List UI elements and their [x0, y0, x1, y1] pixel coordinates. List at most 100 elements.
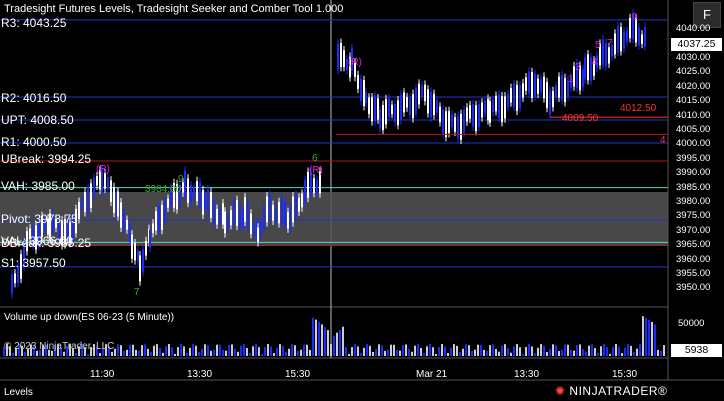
price-bar — [354, 62, 356, 77]
volume-bar — [150, 351, 152, 356]
tab-levels[interactable]: Levels — [4, 387, 33, 398]
volume-bar — [228, 345, 230, 356]
volume-bar — [501, 345, 503, 356]
price-bar — [522, 83, 524, 98]
price-bar — [230, 210, 232, 226]
price-bar — [349, 56, 351, 78]
volume-bar — [375, 348, 377, 356]
volume-bar — [630, 345, 632, 356]
volume-bar — [168, 344, 170, 356]
price-bar — [365, 92, 367, 104]
price-bar — [263, 206, 265, 229]
price-bar — [564, 77, 566, 103]
level-label-pivot: Pivot: 3973.75 — [1, 212, 78, 226]
volume-bar — [234, 348, 236, 356]
volume-bar — [597, 352, 599, 356]
volume-bar — [180, 344, 182, 356]
price-bar — [614, 33, 616, 55]
price-bar — [207, 189, 209, 212]
price-bar — [593, 60, 595, 76]
price-bar — [507, 93, 509, 108]
volume-bar — [450, 347, 452, 356]
volume-bar — [30, 344, 32, 356]
volume-bar — [639, 344, 641, 356]
price-bar — [176, 184, 178, 210]
price-bar — [72, 216, 74, 243]
volume-bar — [660, 350, 662, 356]
price-bar — [152, 223, 154, 233]
price-bar — [567, 80, 569, 98]
volume-bar — [504, 344, 506, 356]
price-bar — [250, 213, 252, 235]
price-bar — [242, 211, 244, 226]
volume-bar — [570, 349, 572, 356]
volume-bar — [273, 353, 275, 356]
volume-bar — [258, 347, 260, 356]
price-bar — [20, 254, 22, 279]
volume-bar — [6, 344, 8, 356]
signal-price-label: 4012.50 — [620, 103, 657, 114]
price-bar — [142, 249, 144, 273]
price-axis-tick: 4030.00 — [676, 52, 711, 64]
volume-panel-title: Volume up down(ES 06-23 (5 Minute)) — [4, 312, 175, 323]
volume-bar — [198, 351, 200, 356]
price-bar — [236, 199, 238, 226]
volume-bar — [615, 344, 617, 356]
volume-bar — [327, 330, 329, 356]
price-bar — [415, 88, 417, 114]
price-bar — [454, 117, 456, 132]
price-bar — [487, 98, 489, 121]
price-bar — [463, 110, 465, 133]
price-bar — [14, 273, 16, 284]
volume-bar — [384, 350, 386, 356]
price-bar — [343, 50, 345, 67]
price-bar — [41, 216, 43, 237]
fullscreen-button[interactable]: F — [693, 2, 721, 28]
volume-bar — [243, 344, 245, 356]
price-bar — [543, 76, 545, 99]
price-bar — [269, 194, 271, 219]
price-bar — [193, 187, 195, 198]
price-bar — [38, 219, 40, 246]
price-bar — [164, 201, 166, 221]
time-tick: Mar 21 — [416, 369, 448, 380]
price-axis-tick: 3980.00 — [676, 196, 711, 208]
volume-bar — [297, 350, 299, 356]
signal-price-label: 4 — [660, 135, 666, 146]
volume-bar — [117, 344, 119, 356]
price-bar — [134, 243, 136, 261]
price-bar — [292, 196, 294, 223]
volume-bar — [399, 350, 401, 356]
volume-bar — [132, 344, 134, 356]
price-bar — [484, 100, 486, 114]
volume-bar — [510, 352, 512, 356]
volume-bar — [219, 344, 221, 356]
volume-bar — [246, 348, 248, 356]
volume-bar — [237, 351, 239, 356]
price-bar — [126, 219, 128, 230]
volume-bar — [114, 348, 116, 356]
price-bar — [436, 100, 438, 113]
price-bar — [113, 187, 115, 213]
volume-bar — [321, 324, 323, 356]
price-bar — [448, 111, 450, 134]
volume-bar — [51, 350, 53, 356]
volume-bar — [534, 353, 536, 356]
logo-text: NINJATRADER — [569, 384, 659, 398]
price-bar — [78, 201, 80, 220]
volume-bar — [402, 345, 404, 356]
price-bar — [469, 105, 471, 119]
volume-bar — [291, 344, 293, 356]
volume-bar — [261, 353, 263, 356]
swing-tag-r: (R) — [309, 165, 323, 176]
volume-bar — [381, 345, 383, 356]
price-bar — [528, 71, 530, 94]
price-bar — [433, 93, 435, 116]
volume-bar — [189, 347, 191, 356]
price-bar — [531, 72, 533, 98]
volume-bar — [528, 344, 530, 356]
price-bar — [196, 181, 198, 202]
price-bar — [561, 74, 563, 101]
volume-bar — [456, 345, 458, 356]
